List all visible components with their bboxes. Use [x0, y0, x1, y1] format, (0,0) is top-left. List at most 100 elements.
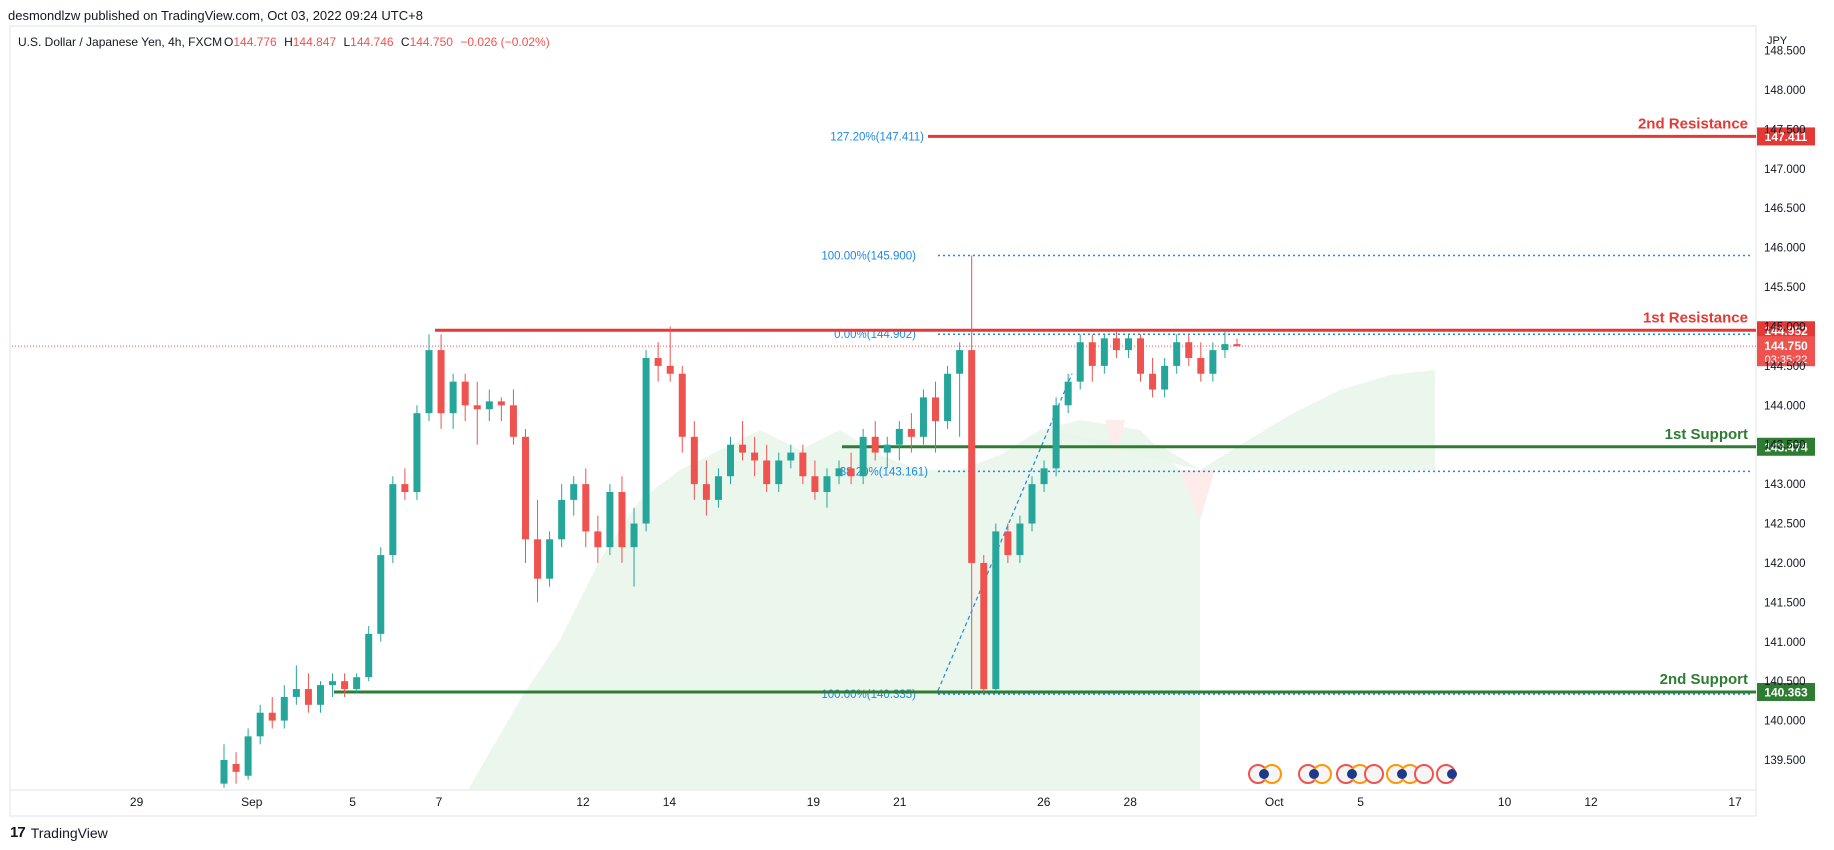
- candle-body: [859, 436, 867, 477]
- candle-body: [1161, 365, 1169, 390]
- legend-h-label: H: [284, 35, 293, 49]
- candle-body: [268, 712, 276, 721]
- last-price-tag: [1757, 336, 1815, 367]
- candle-body: [678, 373, 686, 437]
- candle-body: [944, 373, 952, 422]
- x-axis[interactable]: 29 Sep 5 7 12 14 19 21 26 28 Oct 5 10 12 17: [130, 795, 1742, 809]
- economic-events[interactable]: [1248, 764, 1457, 784]
- levels-layer: 2nd Resistance 147.411 1st Resistance 144.9…: [334, 115, 1815, 701]
- candle-body: [666, 365, 674, 374]
- candle-body: [1100, 338, 1108, 366]
- candle-body: [365, 633, 373, 678]
- candle-body: [980, 562, 988, 690]
- watermark-text: TradingView: [30, 824, 108, 841]
- y-tick-label: 141.000: [1764, 637, 1806, 649]
- candle-body: [1112, 338, 1120, 351]
- candle-body: [1221, 344, 1229, 351]
- candle-body: [292, 689, 300, 697]
- candle-body: [401, 484, 409, 492]
- y-tick-label: 148.500: [1764, 46, 1806, 58]
- y-tick-label: 142.000: [1764, 558, 1806, 570]
- y-tick-label: 147.500: [1764, 124, 1806, 136]
- candle-body: [956, 350, 964, 374]
- legend-l-label: L: [343, 35, 350, 49]
- legend-change: −0.026 (−0.02%): [460, 35, 549, 49]
- candle-body: [714, 476, 722, 500]
- fib-level-label: 100.00%(145.900): [821, 251, 916, 263]
- x-tick-label: 12: [1584, 795, 1598, 809]
- candle-body: [1185, 342, 1193, 358]
- level-price-label: 144.952: [1764, 324, 1808, 338]
- tradingview-logo-icon: 17: [10, 824, 26, 841]
- candle-body: [558, 499, 566, 540]
- candle-body: [353, 677, 361, 690]
- candle-body: [606, 492, 614, 548]
- fib-level-label: 0.00%(144.902): [834, 329, 916, 341]
- y-tick-label: 139.500: [1764, 755, 1806, 767]
- y-tick-label: 147.000: [1764, 164, 1806, 176]
- candle-body: [461, 381, 469, 406]
- candle-body: [811, 476, 819, 492]
- candle-body: [919, 397, 927, 437]
- candle-body: [1137, 338, 1145, 374]
- candle-body: [1028, 484, 1036, 524]
- level-price-tag: [1757, 682, 1815, 701]
- candle-body: [232, 763, 240, 772]
- svg-text:O144.776 H144.847: O144.776 H144.847 L144.746 C144.750 −0.0…: [224, 35, 550, 49]
- y-tick-label: 144.000: [1764, 400, 1806, 412]
- y-tick-label: 140.500: [1764, 676, 1806, 688]
- candle-body: [377, 555, 385, 634]
- candle-body: [341, 681, 349, 690]
- x-tick-label: 19: [807, 795, 821, 809]
- candle-body: [1124, 338, 1132, 351]
- candle-body: [509, 405, 517, 437]
- y-tick-label: 146.000: [1764, 243, 1806, 255]
- level-price-label: 140.363: [1764, 685, 1808, 699]
- ichimoku-cloud: [468, 370, 1435, 790]
- level-price-tag: [1757, 127, 1815, 146]
- candle-body: [280, 696, 288, 721]
- level-name: 2nd Resistance: [1638, 115, 1748, 132]
- x-tick-label: 5: [1357, 795, 1364, 809]
- candle-body: [1233, 344, 1241, 347]
- candle-body: [1197, 358, 1205, 374]
- y-axis[interactable]: JPY 139.500 140.000 140.500 141.000 141.500 14…: [1764, 35, 1806, 767]
- candle-body: [304, 689, 312, 705]
- countdown-label: 03:35:22: [1765, 354, 1808, 366]
- candle-body: [932, 397, 940, 422]
- legend-o-value: 144.776: [233, 35, 277, 49]
- candle-body: [630, 523, 638, 548]
- candle-body: [534, 539, 542, 579]
- candle-body: [1040, 468, 1048, 485]
- level-name: 1st Support: [1665, 426, 1748, 443]
- candle-body: [570, 484, 578, 500]
- candle-body: [449, 381, 457, 414]
- candle-body: [799, 452, 807, 477]
- y-tick-label: 148.000: [1764, 85, 1806, 97]
- candle-body: [642, 358, 650, 524]
- level-name: 2nd Support: [1660, 671, 1748, 688]
- candle-body: [582, 484, 590, 532]
- x-tick-label: 28: [1124, 795, 1138, 809]
- legend-c-value: 144.750: [410, 35, 454, 49]
- last-price-label: 144.750: [1764, 339, 1808, 353]
- legend-symbol: U.S. Dollar / Japanese Yen, 4h, FXCM: [18, 35, 222, 49]
- candle-body: [1149, 373, 1157, 390]
- candle-body: [437, 350, 445, 414]
- candle-body: [220, 760, 228, 784]
- candle-body: [654, 358, 662, 366]
- candle-body: [1016, 523, 1024, 556]
- x-tick-label: 5: [349, 795, 356, 809]
- candle-body: [1088, 342, 1096, 366]
- candle-body: [413, 413, 421, 492]
- y-tick-label: 140.000: [1764, 716, 1806, 728]
- candle-body: [546, 539, 554, 579]
- legend-c-label: C: [401, 35, 410, 49]
- x-tick-label: Sep: [241, 795, 263, 809]
- legend-o-label: O: [224, 35, 233, 49]
- fib-trend-line: [937, 373, 1073, 691]
- x-tick-label: Oct: [1265, 795, 1284, 809]
- candle-body: [485, 401, 493, 410]
- level-price-tag: [1757, 321, 1815, 340]
